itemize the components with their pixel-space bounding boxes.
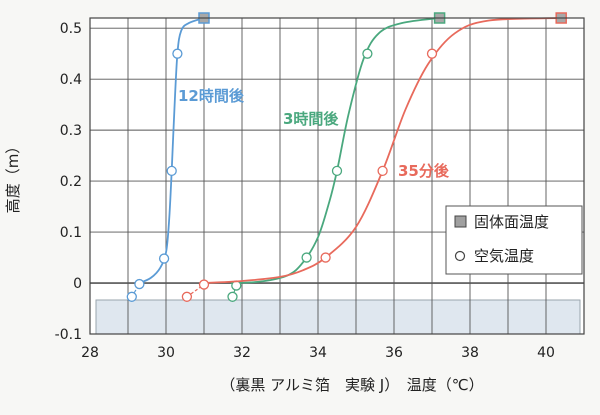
y-tick-label: -0.1 xyxy=(55,327,82,343)
x-tick-label: 34 xyxy=(309,345,327,361)
series-label-35m: 35分後 xyxy=(398,162,450,180)
y-tick-label: 0.4 xyxy=(60,72,82,88)
air-temperature-point xyxy=(134,278,145,290)
air-temperature-point xyxy=(320,252,331,263)
legend-label-air: 空気温度 xyxy=(474,247,534,265)
air-temperature-point xyxy=(198,279,210,290)
legend-circle-marker xyxy=(454,250,466,262)
x-tick-label: 36 xyxy=(385,345,403,361)
y-tick-label: 0.2 xyxy=(60,174,82,190)
y-tick-labels: 0.5 0.4 0.3 0.2 0.1 0 -0.1 xyxy=(55,21,82,343)
x-tick-label: 38 xyxy=(461,345,479,361)
x-tick-label: 32 xyxy=(233,345,251,361)
air-temperature-point xyxy=(166,165,177,177)
y-tick-label: 0 xyxy=(73,276,82,292)
air-temperature-point xyxy=(331,165,343,177)
air-temperature-point xyxy=(227,291,238,302)
series-label-3h: 3時間後 xyxy=(283,110,339,128)
x-tick-label: 28 xyxy=(81,345,99,361)
grid xyxy=(90,18,585,335)
air-temperature-point xyxy=(362,48,373,59)
y-tick-label: 0.1 xyxy=(60,225,82,241)
legend-square-marker xyxy=(454,215,467,228)
x-axis-label: （裏黒 アルミ箔 実験 J） 温度（℃） xyxy=(220,376,483,394)
y-axis-label: 高度（m） xyxy=(4,139,22,214)
legend: 固体面温度 空気温度 xyxy=(445,205,583,275)
ground-band xyxy=(95,299,581,335)
x-tick-label: 40 xyxy=(537,345,555,361)
air-temperature-point xyxy=(181,291,193,302)
series-line xyxy=(203,17,562,284)
air-temperature-point xyxy=(426,48,438,59)
air-temperature-point xyxy=(377,165,388,177)
x-tick-labels: 28 30 32 34 36 38 40 xyxy=(81,345,555,361)
air-temperature-point xyxy=(158,253,170,264)
plot-border xyxy=(89,17,585,335)
air-temperature-point xyxy=(301,252,312,263)
y-tick-label: 0.5 xyxy=(60,21,82,37)
x-tick-label: 30 xyxy=(157,345,175,361)
legend-box xyxy=(445,205,583,275)
y-tick-label: 0.3 xyxy=(60,123,82,139)
air-temperature-point xyxy=(126,291,137,302)
legend-label-surface: 固体面温度 xyxy=(474,213,549,231)
series-label-12h: 12時間後 xyxy=(178,87,245,105)
air-temperature-point xyxy=(172,48,183,59)
